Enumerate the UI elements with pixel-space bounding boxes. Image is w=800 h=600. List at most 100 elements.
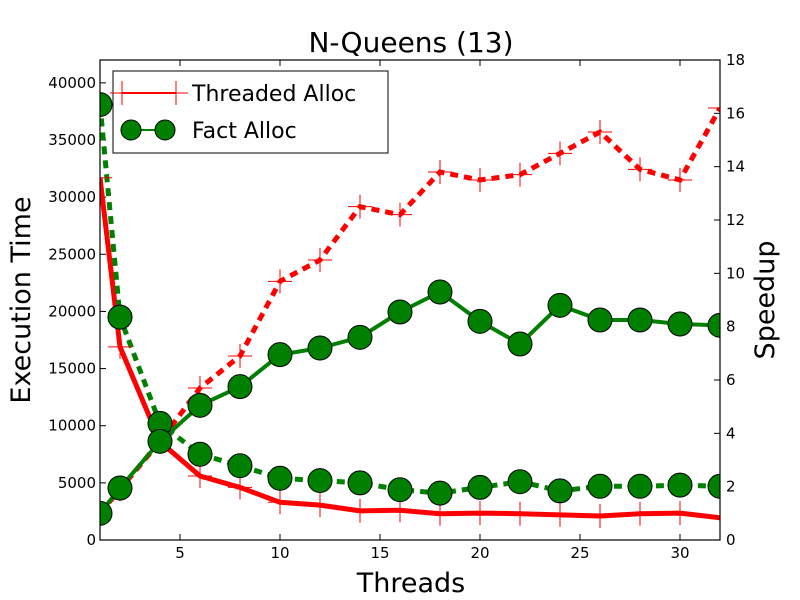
left-tick-label: 35000 [48, 131, 96, 149]
point-threaded-alloc-exec-time [188, 464, 212, 488]
point-fact-alloc-exec-time [107, 304, 133, 330]
x-tick-label: 10 [270, 544, 289, 562]
point-threaded-alloc-exec-time [668, 501, 692, 526]
point-fact-alloc-exec-time [547, 478, 573, 504]
left-tick-label: 0 [86, 531, 96, 549]
right-axis-label: Speedup [750, 241, 781, 360]
point-fact-alloc-speedup [347, 324, 373, 350]
left-tick-label: 20000 [48, 302, 96, 320]
point-threaded-alloc-speedup [588, 120, 612, 144]
left-tick-label: 25000 [48, 245, 96, 263]
axis-ticks: 5 10 15 20 25 3005000100001500020000250003000… [48, 51, 745, 562]
right-tick-label: 2 [726, 478, 736, 496]
point-fact-alloc-exec-time [227, 453, 253, 479]
point-threaded-alloc-exec-time [508, 501, 532, 526]
x-tick-label: 25 [570, 544, 589, 562]
point-threaded-alloc-exec-time [468, 501, 492, 526]
point-fact-alloc-speedup [627, 307, 653, 333]
left-axis-label: Execution Time [6, 196, 37, 403]
point-fact-alloc-speedup [427, 279, 453, 305]
legend-entry-threaded-alloc: Threaded Alloc [110, 81, 356, 107]
point-threaded-alloc-exec-time [228, 475, 252, 500]
point-fact-alloc-speedup [107, 475, 133, 501]
point-fact-alloc-exec-time [100, 92, 113, 118]
point-threaded-alloc-speedup [468, 168, 492, 192]
point-fact-alloc-speedup [547, 292, 573, 318]
x-tick-label: 5 [175, 544, 185, 562]
point-fact-alloc-exec-time [427, 480, 453, 506]
left-tick-label: 30000 [48, 188, 96, 206]
right-tick-label: 4 [726, 424, 736, 442]
point-threaded-alloc-speedup [388, 202, 412, 227]
point-fact-alloc-speedup [507, 331, 533, 357]
point-fact-alloc-exec-time [347, 470, 373, 496]
legend-box [112, 70, 389, 154]
legend-marker-fact-alloc [154, 119, 176, 141]
point-fact-alloc-exec-time [187, 441, 213, 467]
point-threaded-alloc-exec-time [548, 502, 572, 527]
point-fact-alloc-speedup [227, 374, 253, 400]
point-fact-alloc-exec-time [627, 473, 653, 499]
point-threaded-alloc-exec-time [108, 334, 132, 359]
point-threaded-alloc-speedup [708, 96, 720, 120]
legend-entry-fact-alloc: Fact Alloc [120, 119, 297, 144]
point-threaded-alloc-speedup [508, 162, 532, 187]
point-threaded-alloc-exec-time [388, 498, 412, 523]
legend-marker-fact-alloc [120, 119, 142, 141]
point-fact-alloc-speedup [707, 312, 720, 338]
plot-area [100, 92, 720, 530]
point-threaded-alloc-speedup [228, 344, 252, 368]
point-threaded-alloc-speedup [548, 141, 572, 166]
point-threaded-alloc-exec-time [708, 505, 720, 530]
point-fact-alloc-exec-time [467, 474, 493, 500]
legend-label-fact-alloc: Fact Alloc [192, 119, 297, 144]
right-tick-label: 6 [726, 371, 736, 389]
x-tick-label: 30 [670, 544, 689, 562]
left-tick-label: 10000 [48, 417, 96, 435]
point-fact-alloc-speedup [100, 500, 113, 526]
right-tick-label: 14 [726, 158, 745, 176]
x-tick-label: 20 [470, 544, 489, 562]
x-tick-label: 15 [370, 544, 389, 562]
point-fact-alloc-speedup [187, 392, 213, 418]
series-layer [100, 92, 720, 530]
left-tick-label: 15000 [48, 360, 96, 378]
point-threaded-alloc-speedup [628, 157, 652, 182]
point-threaded-alloc-exec-time [100, 165, 112, 190]
right-tick-label: 16 [726, 104, 745, 122]
right-tick-label: 12 [726, 211, 745, 229]
point-fact-alloc-speedup [307, 335, 333, 361]
point-fact-alloc-speedup [387, 299, 413, 325]
point-fact-alloc-exec-time [587, 473, 613, 499]
x-axis-label: Threads [356, 568, 465, 599]
point-fact-alloc-exec-time [667, 472, 693, 498]
point-threaded-alloc-speedup [268, 269, 292, 294]
chart-title: N-Queens (13) [308, 26, 513, 59]
point-fact-alloc-exec-time [507, 469, 533, 495]
plot-frame [99, 59, 721, 541]
right-tick-label: 8 [726, 318, 736, 336]
point-fact-alloc-speedup [667, 311, 693, 337]
point-threaded-alloc-exec-time [428, 501, 452, 526]
point-fact-alloc-speedup [147, 428, 173, 454]
point-threaded-alloc-exec-time [628, 501, 652, 526]
point-fact-alloc-exec-time [707, 473, 720, 499]
point-fact-alloc-speedup [587, 307, 613, 333]
point-fact-alloc-exec-time [267, 465, 293, 491]
point-threaded-alloc-exec-time [308, 493, 332, 518]
right-tick-label: 10 [726, 264, 745, 282]
point-threaded-alloc-speedup [668, 168, 692, 192]
legend-label-threaded-alloc: Threaded Alloc [191, 82, 356, 107]
legend: Threaded Alloc Fact Alloc [110, 70, 389, 154]
point-fact-alloc-speedup [267, 342, 293, 368]
point-threaded-alloc-speedup [308, 248, 332, 272]
right-tick-label: 18 [726, 51, 745, 69]
point-threaded-alloc-speedup [428, 160, 452, 184]
point-threaded-alloc-exec-time [268, 490, 292, 515]
point-fact-alloc-exec-time [387, 477, 413, 503]
point-threaded-alloc-speedup [348, 194, 372, 219]
right-tick-label: 0 [726, 531, 736, 549]
point-fact-alloc-exec-time [307, 468, 333, 494]
left-tick-label: 5000 [58, 474, 96, 492]
